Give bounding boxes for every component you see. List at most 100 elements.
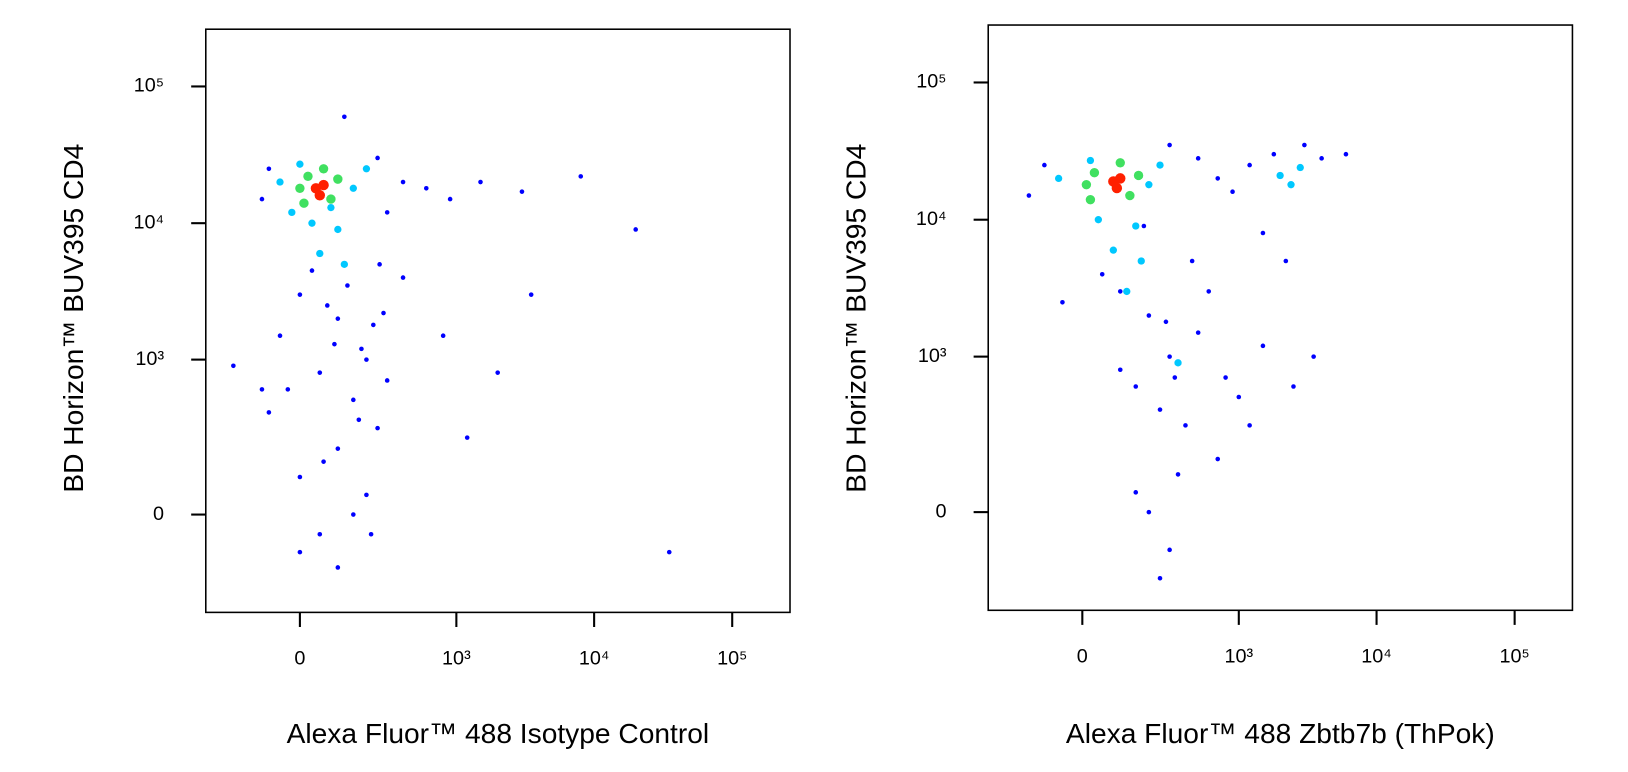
event-dot	[332, 341, 337, 347]
y-tick-label: 10³	[918, 345, 947, 367]
event-dot	[333, 174, 343, 184]
event-dot	[335, 446, 341, 451]
event-dot	[447, 196, 453, 202]
event-dot	[334, 225, 342, 234]
event-dot	[1111, 182, 1123, 194]
event-dot	[375, 155, 380, 161]
x-tick-label: 0	[1077, 645, 1088, 667]
event-dot	[464, 435, 470, 440]
plot-frame	[205, 28, 791, 614]
event-dot	[303, 171, 313, 182]
event-dot	[1206, 289, 1212, 294]
event-dot	[371, 322, 376, 328]
event-dot	[1060, 299, 1065, 305]
event-dot	[400, 275, 406, 280]
event-dot	[349, 184, 357, 192]
event-dot	[1189, 258, 1195, 264]
y-tick-label: 10⁴	[916, 208, 947, 230]
plot-frame	[987, 24, 1574, 612]
event-dot	[259, 196, 265, 202]
plot: 0 10³ 10⁴ 10⁵ 0 10³ 10⁴ 10⁵ Alexa Fluor™ 488 Zbt…	[840, 24, 1574, 749]
event-dot	[1086, 156, 1095, 165]
event-dot	[1271, 151, 1277, 157]
event-dot	[1287, 181, 1295, 189]
event-dot	[1343, 151, 1349, 157]
event-dot	[1276, 171, 1284, 180]
x-tick-label: 10⁴	[579, 648, 610, 670]
event-dot	[1125, 190, 1135, 201]
event-dot	[364, 357, 369, 362]
event-dot	[321, 459, 326, 464]
y-axis-title: BD Horizon™ BUV395 CD4	[58, 144, 89, 493]
event-dot	[1117, 289, 1123, 294]
event-dot	[1195, 156, 1201, 161]
event-dot	[666, 549, 672, 555]
event-dot	[314, 190, 326, 201]
event-dot	[299, 198, 309, 208]
event-dot	[1146, 509, 1152, 515]
x-tick-label: 10³	[442, 648, 471, 670]
event-dot	[1109, 246, 1117, 254]
event-dot	[277, 333, 283, 339]
event-dot	[335, 316, 341, 321]
event-dot	[364, 492, 369, 498]
event-dot	[1247, 162, 1252, 168]
event-dot	[1296, 163, 1304, 172]
event-dot	[1195, 330, 1201, 335]
y-tick-label: 0	[153, 503, 164, 525]
event-dot	[1175, 472, 1181, 477]
event-dot	[318, 164, 329, 174]
event-dot	[377, 262, 382, 267]
event-dot	[1081, 179, 1092, 190]
event-dot	[1223, 375, 1228, 380]
event-dot	[308, 219, 316, 227]
event-dot	[1247, 423, 1252, 428]
event-dot	[309, 268, 315, 273]
event-dot	[297, 549, 303, 555]
event-dot	[1319, 156, 1324, 161]
event-dot	[1145, 181, 1153, 189]
event-dot	[297, 292, 303, 297]
event-dot	[1260, 343, 1266, 349]
event-dot	[424, 185, 429, 191]
event-dot	[316, 249, 324, 258]
event-dot	[1117, 367, 1123, 373]
event-dot	[1174, 359, 1182, 367]
event-dot	[340, 260, 348, 268]
event-dot	[400, 179, 406, 185]
event-dot	[1123, 287, 1131, 296]
plot: 0 10³ 10⁴ 10⁵ 0 10³ 10⁴ 10⁵ Alexa Fluor™ 488 Iso…	[58, 28, 791, 749]
event-dot	[1291, 384, 1296, 389]
y-axis-title: BD Horizon™ BUV395 CD4	[840, 144, 871, 493]
y-tick-label: 10⁵	[916, 71, 946, 93]
event-dot	[231, 363, 236, 369]
event-dot	[317, 531, 323, 537]
event-dot	[528, 292, 534, 297]
event-dot	[1133, 490, 1139, 495]
x-tick-label: 10⁵	[1500, 645, 1530, 667]
event-dot	[317, 370, 323, 375]
x-tick-label: 10³	[1224, 645, 1253, 667]
event-dot	[1146, 313, 1152, 318]
event-dot	[266, 166, 272, 172]
event-dot	[368, 531, 374, 537]
event-dot	[1156, 161, 1164, 169]
event-dot	[342, 114, 347, 120]
event-dot	[1167, 354, 1172, 359]
y-tick-label: 0	[935, 500, 946, 522]
event-dot	[288, 208, 296, 217]
event-dot	[1311, 354, 1316, 359]
event-dot	[578, 174, 584, 179]
event-dot	[327, 203, 335, 212]
event-dot	[1115, 158, 1125, 168]
event-dot	[1157, 407, 1163, 412]
event-dot	[297, 474, 303, 480]
event-dot	[259, 387, 265, 392]
y-tick-label: 10⁵	[134, 75, 164, 97]
event-dot	[1167, 547, 1172, 553]
event-dot	[266, 410, 272, 415]
event-dot	[1302, 142, 1307, 148]
event-dot	[1054, 174, 1063, 183]
event-dot	[1115, 173, 1126, 184]
